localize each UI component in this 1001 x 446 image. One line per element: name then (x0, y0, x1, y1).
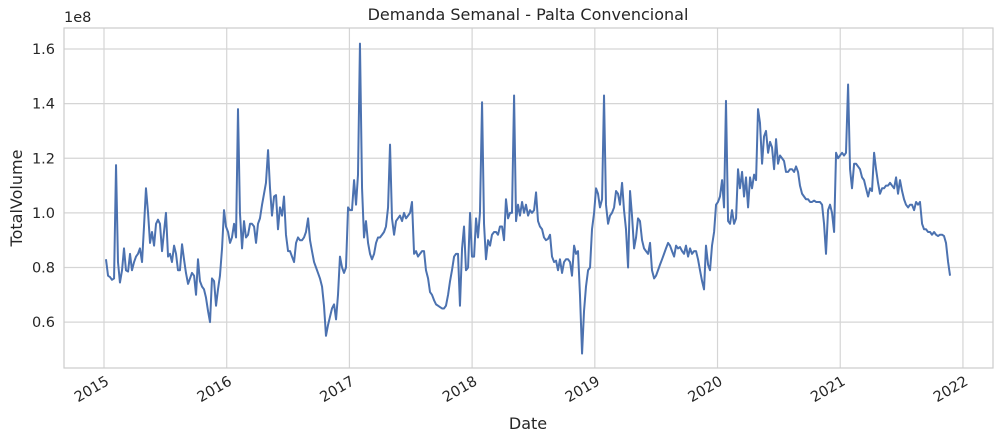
x-tick-label: 2018 (440, 374, 480, 406)
x-tick-label: 2016 (195, 374, 235, 406)
x-tick-label: 2015 (72, 374, 112, 406)
y-axis-label: TotalVolume (7, 150, 26, 248)
y-tick-label: 1.0 (32, 206, 55, 222)
y-offset-label: 1e8 (64, 10, 91, 26)
x-tick-label: 2017 (317, 374, 357, 406)
x-tick-label: 2022 (931, 374, 971, 406)
y-tick-label: 1.6 (32, 42, 55, 58)
x-axis-label: Date (509, 414, 547, 433)
y-tick-label: 1.4 (32, 97, 55, 113)
x-tick-label: 2020 (686, 374, 726, 406)
plot-frame (63, 27, 994, 369)
plot-background (64, 28, 993, 368)
y-tick-label: 0.6 (32, 315, 55, 331)
x-tick-label: 2021 (808, 374, 848, 406)
y-tick-label: 0.8 (32, 261, 55, 277)
chart-title: Demanda Semanal - Palta Convencional (368, 5, 689, 24)
x-tick-label: 2019 (563, 374, 603, 406)
data-line (104, 42, 952, 355)
y-tick-label: 1.2 (32, 151, 55, 167)
